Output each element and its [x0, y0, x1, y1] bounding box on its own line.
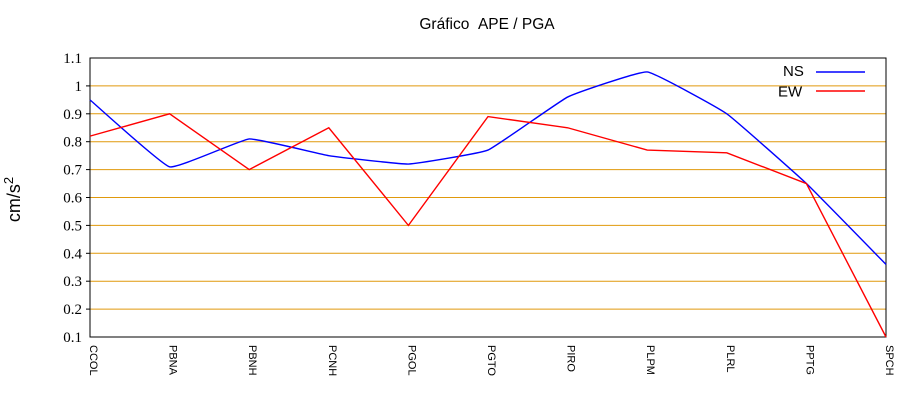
svg-text:0.1: 0.1: [63, 330, 82, 346]
svg-text:0.8: 0.8: [63, 135, 82, 151]
svg-text:0.5: 0.5: [63, 218, 82, 234]
svg-text:0.2: 0.2: [63, 302, 82, 318]
svg-text:0.4: 0.4: [63, 246, 82, 262]
svg-text:EW: EW: [778, 84, 803, 101]
svg-text:Gráfico APE / PGA: Gráfico APE / PGA: [419, 16, 555, 33]
svg-text:SPCH: SPCH: [883, 345, 895, 376]
svg-text:0.3: 0.3: [63, 274, 82, 290]
svg-text:PIRO: PIRO: [565, 345, 577, 372]
svg-text:NS: NS: [783, 63, 804, 80]
svg-text:PCNH: PCNH: [326, 345, 338, 376]
svg-text:1: 1: [75, 79, 83, 95]
svg-text:PGTO: PGTO: [485, 345, 497, 376]
svg-text:PGOL: PGOL: [405, 345, 417, 376]
svg-text:CCOL: CCOL: [87, 345, 99, 376]
svg-text:PPTG: PPTG: [803, 345, 815, 375]
svg-text:0.6: 0.6: [63, 191, 82, 207]
svg-text:0.7: 0.7: [63, 163, 82, 179]
svg-text:1.1: 1.1: [63, 51, 82, 67]
svg-text:PBNA: PBNA: [167, 345, 179, 376]
svg-text:PLPM: PLPM: [644, 345, 656, 375]
svg-text:0.9: 0.9: [63, 107, 82, 123]
svg-text:PLRL: PLRL: [724, 345, 736, 373]
svg-text:PBNH: PBNH: [246, 345, 258, 376]
